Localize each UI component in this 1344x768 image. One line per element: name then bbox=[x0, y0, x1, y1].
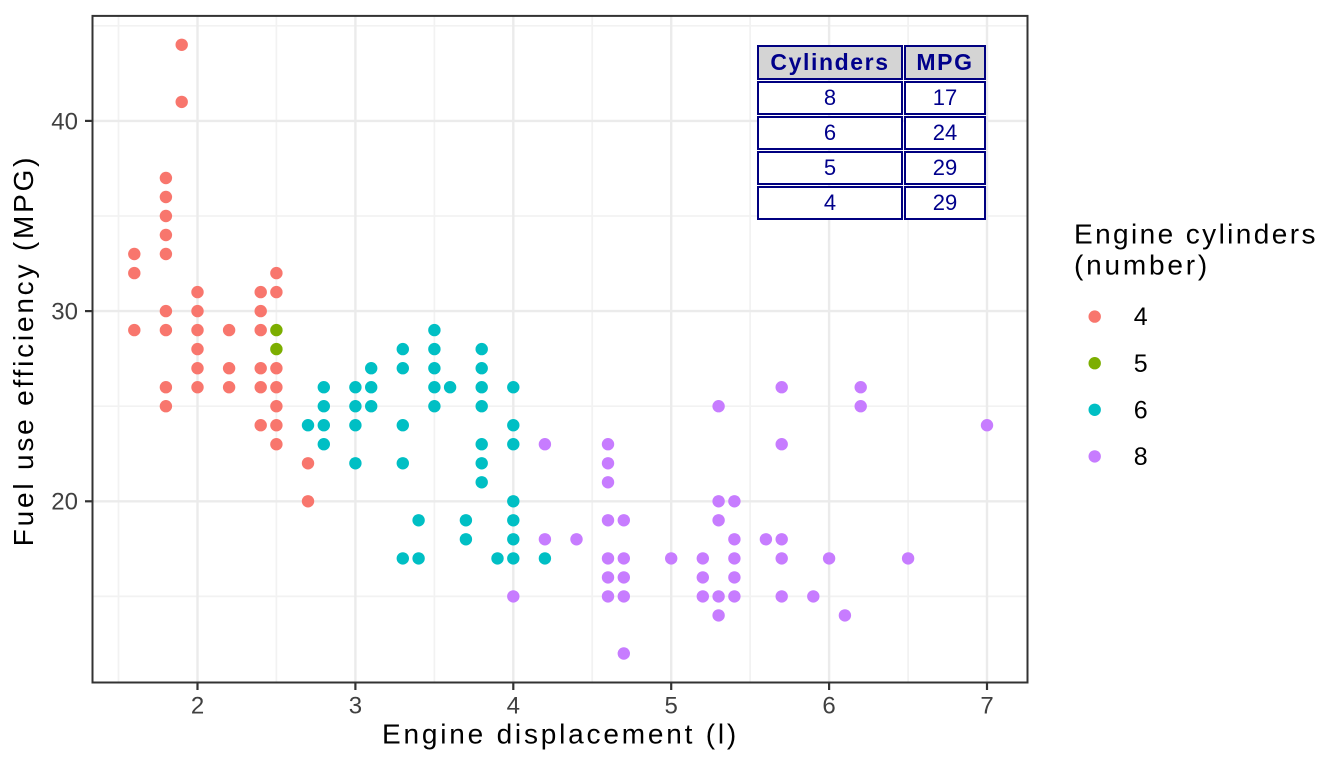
svg-text:(number): (number) bbox=[1074, 250, 1210, 281]
svg-text:40: 40 bbox=[51, 108, 78, 135]
svg-text:6: 6 bbox=[822, 693, 835, 720]
svg-text:8: 8 bbox=[1134, 443, 1148, 471]
svg-text:Fuel use efficiency (MPG): Fuel use efficiency (MPG) bbox=[8, 155, 39, 547]
svg-text:20: 20 bbox=[51, 489, 78, 516]
svg-text:5: 5 bbox=[1134, 350, 1148, 378]
svg-text:7: 7 bbox=[980, 693, 993, 720]
svg-text:5: 5 bbox=[665, 693, 678, 720]
svg-text:2: 2 bbox=[191, 693, 204, 720]
svg-text:3: 3 bbox=[349, 693, 362, 720]
svg-text:Engine cylinders: Engine cylinders bbox=[1074, 219, 1318, 250]
svg-text:Engine displacement (l): Engine displacement (l) bbox=[382, 719, 739, 750]
svg-text:6: 6 bbox=[1134, 396, 1148, 424]
svg-text:30: 30 bbox=[51, 299, 78, 326]
svg-text:4: 4 bbox=[507, 693, 520, 720]
svg-text:4: 4 bbox=[1134, 303, 1148, 331]
